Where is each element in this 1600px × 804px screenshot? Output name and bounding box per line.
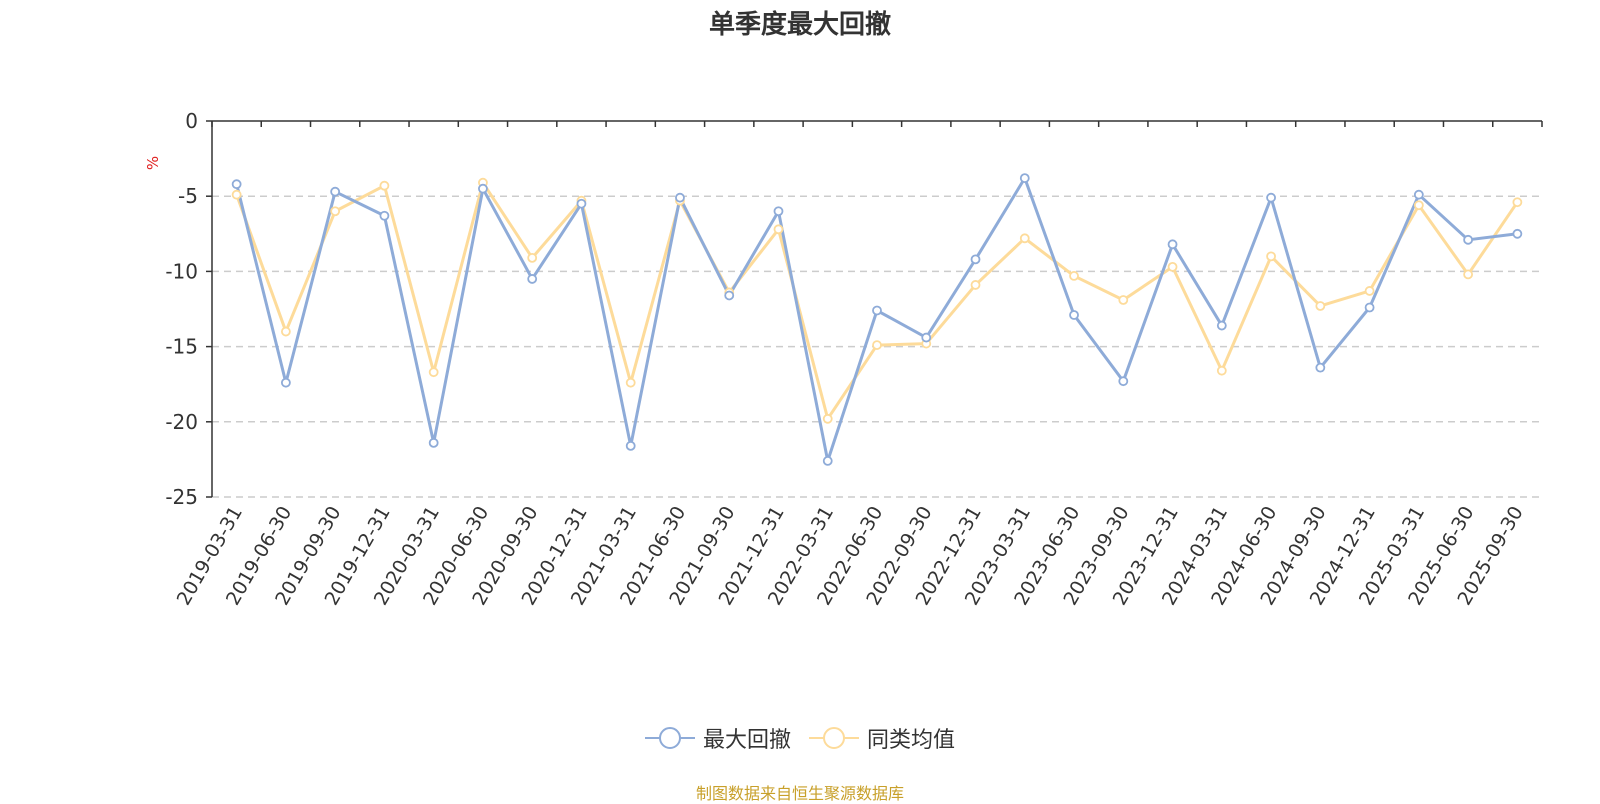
- data-point: [330, 206, 341, 217]
- axes: 0-5-10-15-20-252019-03-312019-06-302019-…: [165, 109, 1543, 609]
- legend-label: 最大回撤: [702, 728, 791, 753]
- data-point: [1463, 234, 1474, 245]
- data-point: [872, 305, 882, 316]
- data-point: [1167, 261, 1178, 272]
- data-point: [625, 440, 636, 451]
- y-tick-label: -15: [165, 335, 198, 359]
- y-tick-label: -25: [165, 485, 198, 509]
- legend-marker-icon: [644, 727, 695, 749]
- y-tick-label: -5: [178, 184, 198, 208]
- data-point: [1216, 320, 1227, 331]
- data-point: [1315, 301, 1326, 311]
- y-axis-unit: %: [144, 156, 162, 170]
- data-point: [1463, 269, 1474, 280]
- data-point: [1266, 251, 1276, 262]
- data-point: [872, 340, 882, 350]
- series-line: [235, 176, 1518, 463]
- data-point: [1364, 286, 1375, 296]
- data-point: [231, 189, 242, 200]
- data-point: [280, 377, 291, 388]
- data-point: [576, 198, 587, 209]
- data-point: [724, 290, 735, 301]
- y-tick-label: -20: [165, 410, 198, 434]
- data-point: [1069, 310, 1079, 320]
- data-point: [1266, 192, 1276, 203]
- data-point: [921, 332, 932, 343]
- data-point: [1315, 362, 1326, 373]
- data-point: [1216, 365, 1227, 376]
- data-point: [1167, 239, 1178, 250]
- legend-item-max-drawdown[interactable]: 最大回撤: [644, 722, 791, 754]
- data-point: [1512, 197, 1523, 208]
- data-point: [970, 254, 981, 265]
- data-point: [330, 186, 341, 197]
- data-point: [1019, 233, 1030, 244]
- data-point: [231, 179, 242, 190]
- data-point: [773, 224, 784, 235]
- data-point: [1118, 376, 1129, 387]
- series-lines: [231, 173, 1523, 466]
- data-point: [822, 456, 833, 466]
- data-point: [1019, 173, 1030, 184]
- data-point: [625, 377, 636, 388]
- data-point: [1364, 302, 1375, 313]
- line-chart: 0-5-10-15-20-252019-03-312019-06-302019-…: [144, 109, 1543, 609]
- data-point: [527, 274, 538, 284]
- data-point: [527, 252, 538, 263]
- data-point: [1512, 228, 1523, 239]
- y-tick-label: 0: [185, 109, 198, 133]
- data-point: [822, 413, 833, 424]
- data-point: [379, 180, 390, 191]
- y-tick-label: -10: [165, 259, 198, 283]
- legend-item-category-average[interactable]: 同类均值: [809, 722, 955, 754]
- legend-marker-icon: [809, 727, 859, 749]
- data-point: [1069, 271, 1079, 281]
- data-point: [1413, 189, 1424, 200]
- data-point: [428, 437, 439, 448]
- chart-title: 单季度最大回撤: [708, 10, 891, 40]
- legend: 最大回撤 同类均值: [0, 722, 1600, 754]
- data-point: [1413, 200, 1424, 211]
- data-point: [675, 192, 685, 203]
- data-point: [478, 183, 488, 194]
- legend-label: 同类均值: [867, 728, 956, 753]
- data-point: [1118, 295, 1129, 305]
- data-point: [428, 367, 439, 378]
- data-point: [970, 280, 981, 290]
- data-point: [379, 210, 390, 221]
- series-line: [235, 181, 1519, 421]
- data-point: [280, 326, 291, 337]
- data-point: [773, 206, 784, 217]
- data-source-note: 制图数据来自恒生聚源数据库: [695, 784, 904, 803]
